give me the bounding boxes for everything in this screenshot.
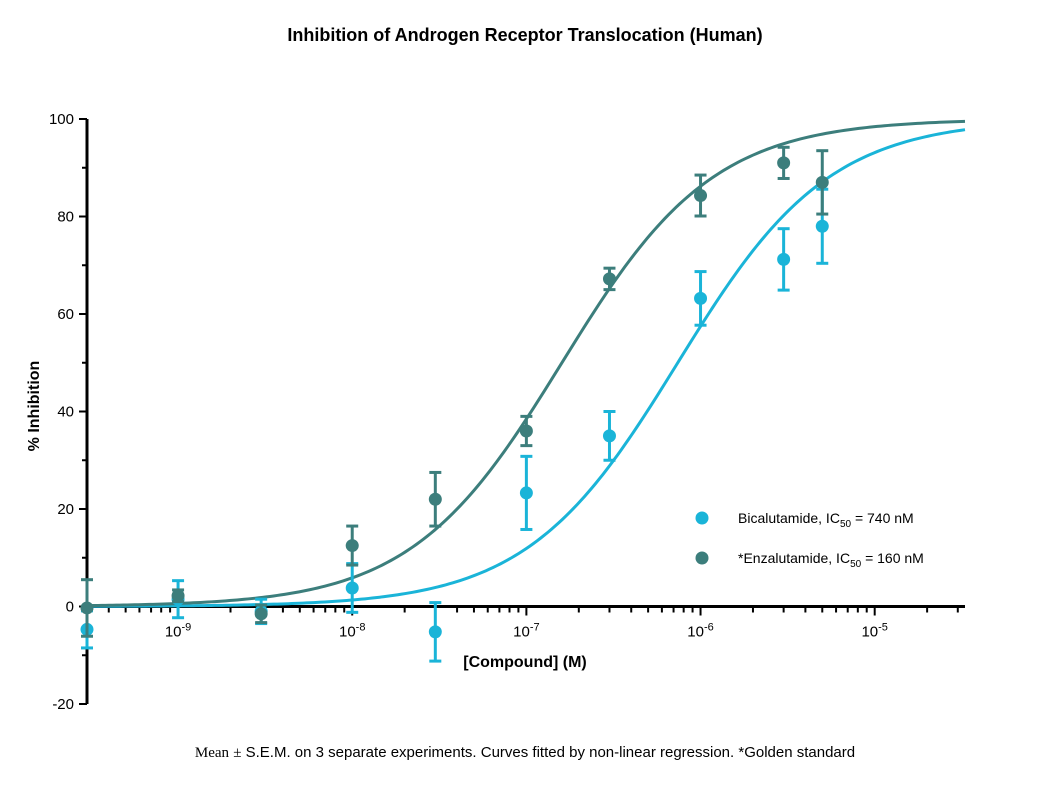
x-tick-mantissa: 10 <box>339 624 356 641</box>
data-point <box>777 252 791 266</box>
data-point <box>428 625 442 639</box>
legend-value: = 740 nM <box>851 510 914 526</box>
data-point <box>694 291 708 305</box>
data-point <box>345 539 359 553</box>
x-tick-mantissa: 10 <box>861 624 878 641</box>
data-point <box>428 492 442 506</box>
data-point <box>602 429 616 443</box>
x-tick-exponent: -6 <box>704 622 714 634</box>
x-tick-mantissa: 10 <box>165 624 182 641</box>
fit-curve <box>86 119 966 608</box>
legend-label: Bicalutamide, IC <box>738 510 840 526</box>
data-point <box>80 601 94 615</box>
data-point <box>171 589 185 603</box>
data-point <box>815 219 829 233</box>
y-axis-label: % Inhibition <box>26 361 43 452</box>
footnote-mean: Mean <box>194 745 230 761</box>
x-tick-label: 10-9 <box>165 622 191 641</box>
y-tick-label: 0 <box>66 599 74 616</box>
x-tick-mantissa: 10 <box>513 624 530 641</box>
legend-entry: *Enzalutamide, IC50 = 160 nM <box>738 550 924 570</box>
data-point <box>815 175 829 189</box>
data-point <box>519 486 533 500</box>
legend-entry: Bicalutamide, IC50 = 740 nM <box>738 510 914 530</box>
data-point <box>602 272 616 286</box>
legend-marker <box>695 551 709 565</box>
legend-subscript: 50 <box>850 559 862 570</box>
chart-title: Inhibition of Androgen Receptor Transloc… <box>287 25 762 45</box>
data-point <box>519 424 533 438</box>
y-tick-label: 20 <box>57 501 74 518</box>
y-tick-label: 80 <box>57 209 74 226</box>
legend-label: *Enzalutamide, IC <box>738 550 850 566</box>
x-axis-label: [Compound] (M) <box>463 654 587 671</box>
legend-value: = 160 nM <box>861 550 924 566</box>
footnote: Mean ± S.E.M. on 3 separate experiments.… <box>0 744 1050 762</box>
x-tick-label: 10-6 <box>687 622 713 641</box>
x-tick-label: 10-8 <box>339 622 365 641</box>
data-point <box>694 189 708 203</box>
data-point <box>345 581 359 595</box>
y-axis: -20 0 20 40 60 80 100 <box>49 111 89 713</box>
legend-marker <box>695 511 709 525</box>
data-point <box>254 607 268 621</box>
x-axis: 10-9 10-8 10-7 10-6 10-5 <box>86 605 965 641</box>
fit-curve <box>86 128 966 608</box>
data-points <box>80 145 829 663</box>
y-tick-label: -20 <box>52 696 74 713</box>
data-point <box>777 156 791 170</box>
x-tick-mantissa: 10 <box>687 624 704 641</box>
y-tick-label: 100 <box>49 111 74 128</box>
x-tick-exponent: -7 <box>530 622 540 634</box>
footnote-plus-minus: ± <box>233 745 242 761</box>
x-tick-label: 10-5 <box>861 622 887 641</box>
x-tick-exponent: -5 <box>878 622 888 634</box>
legend: Bicalutamide, IC50 = 740 nM*Enzalutamide… <box>695 510 924 570</box>
x-tick-exponent: -8 <box>356 622 366 634</box>
x-tick-label: 10-7 <box>513 622 539 641</box>
legend-subscript: 50 <box>840 519 852 530</box>
y-tick-label: 40 <box>57 404 74 421</box>
x-tick-exponent: -9 <box>182 622 192 634</box>
fit-curves <box>86 119 966 608</box>
y-tick-label: 60 <box>57 306 74 323</box>
footnote-text: S.E.M. on 3 separate experiments. Curves… <box>241 744 856 761</box>
